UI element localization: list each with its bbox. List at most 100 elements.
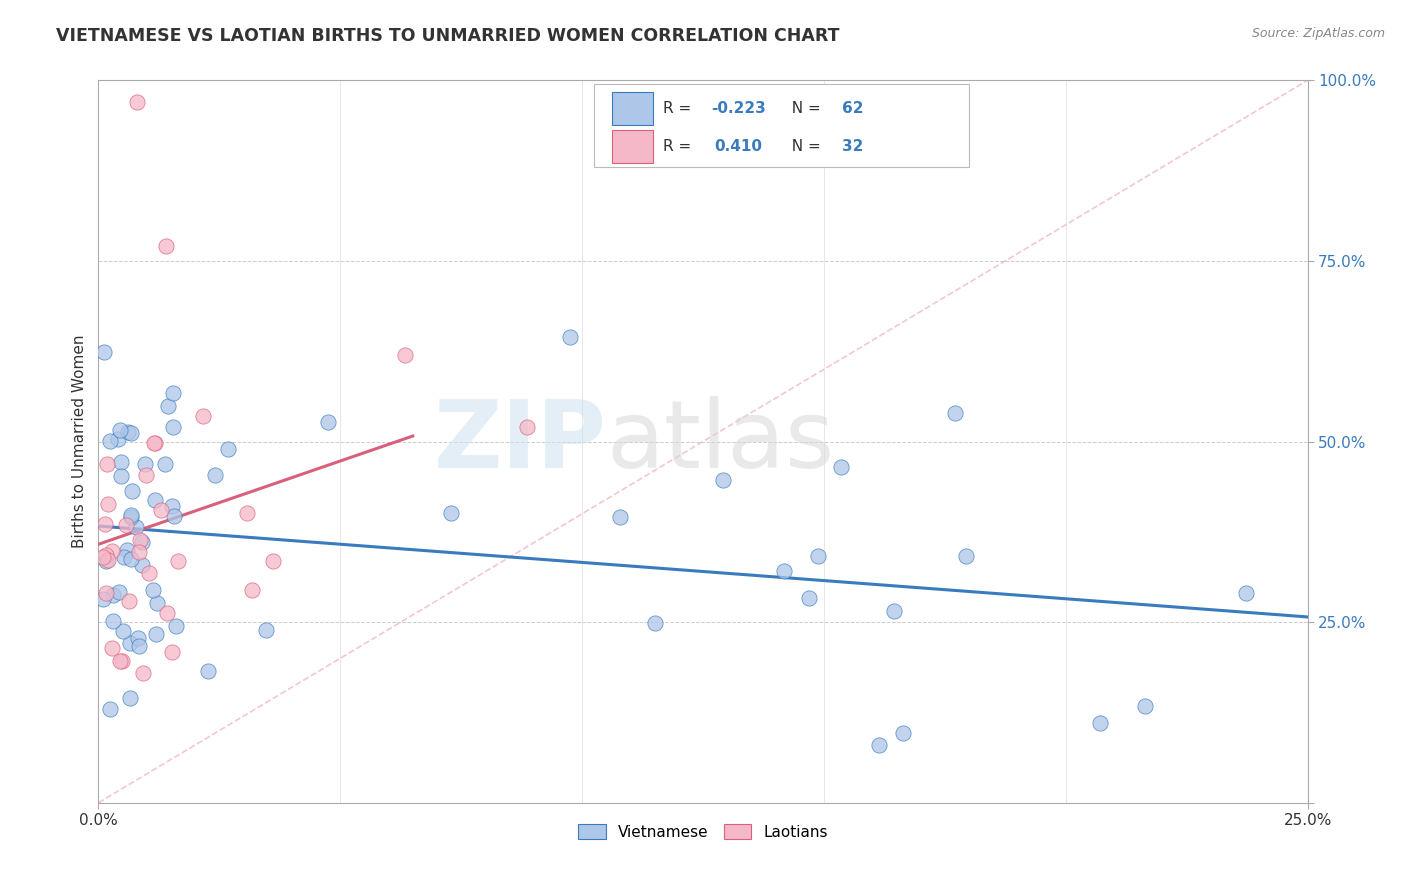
Point <box>1088 715 1111 730</box>
Point <box>160 500 183 514</box>
Point <box>128 639 150 653</box>
Point <box>94 554 117 568</box>
Point <box>91 550 114 565</box>
Point <box>193 409 215 423</box>
Point <box>91 592 114 607</box>
Point <box>110 468 132 483</box>
Point <box>131 558 153 573</box>
Point <box>94 586 117 600</box>
Point <box>120 508 142 523</box>
Point <box>236 507 259 521</box>
Point <box>955 549 977 563</box>
Point <box>118 593 141 607</box>
Point <box>128 533 150 548</box>
Point <box>117 425 139 439</box>
Text: R =: R = <box>664 139 702 154</box>
Point <box>111 654 134 668</box>
Point <box>807 549 830 563</box>
Point <box>127 95 149 109</box>
Text: 0.410: 0.410 <box>714 139 762 154</box>
Point <box>162 385 184 400</box>
Text: ZIP: ZIP <box>433 395 606 488</box>
Point <box>516 420 538 434</box>
Point <box>142 436 165 450</box>
Point <box>128 545 150 559</box>
Point <box>155 239 177 253</box>
Point <box>93 345 115 359</box>
Point <box>167 554 190 568</box>
Point <box>440 506 463 520</box>
Text: N =: N = <box>782 102 825 116</box>
Point <box>98 434 121 449</box>
Point <box>893 726 915 740</box>
FancyBboxPatch shape <box>613 92 654 126</box>
Point <box>103 588 125 602</box>
Point <box>97 553 120 567</box>
Point <box>96 457 118 471</box>
FancyBboxPatch shape <box>595 84 969 167</box>
Point <box>162 420 184 434</box>
Point <box>609 509 631 524</box>
Point <box>114 549 136 564</box>
Text: R =: R = <box>664 102 696 116</box>
Point <box>883 604 905 618</box>
Point <box>713 473 735 487</box>
Point <box>132 665 155 680</box>
Point <box>93 517 115 532</box>
Y-axis label: Births to Unmarried Women: Births to Unmarried Women <box>72 334 87 549</box>
Point <box>162 645 184 659</box>
Point <box>118 690 141 705</box>
Point <box>98 702 121 716</box>
Point <box>217 442 239 456</box>
Point <box>394 348 416 362</box>
Point <box>96 548 118 562</box>
Point <box>156 606 179 620</box>
Point <box>110 455 132 469</box>
Point <box>143 436 166 450</box>
Point <box>156 399 179 413</box>
Point <box>316 415 339 429</box>
Point <box>107 584 129 599</box>
Point <box>127 631 149 645</box>
Text: VIETNAMESE VS LAOTIAN BIRTHS TO UNMARRIED WOMEN CORRELATION CHART: VIETNAMESE VS LAOTIAN BIRTHS TO UNMARRIE… <box>56 27 839 45</box>
Point <box>146 596 169 610</box>
Point <box>108 654 131 668</box>
Point <box>560 329 582 343</box>
Point <box>1133 698 1156 713</box>
Point <box>101 641 124 656</box>
Point <box>108 423 131 437</box>
Point <box>142 582 165 597</box>
Point <box>254 623 277 637</box>
Point <box>103 614 125 628</box>
Point <box>131 534 153 549</box>
Point <box>143 492 166 507</box>
Text: N =: N = <box>782 139 825 154</box>
Point <box>155 457 177 471</box>
Point <box>107 433 129 447</box>
Point <box>644 616 666 631</box>
Point <box>120 509 142 524</box>
Text: 32: 32 <box>842 139 863 154</box>
Point <box>830 460 852 475</box>
Point <box>799 591 821 606</box>
Point <box>125 520 148 534</box>
Point <box>120 551 142 566</box>
Point <box>97 497 120 511</box>
Point <box>943 406 966 420</box>
Point <box>773 564 796 578</box>
Point <box>115 517 138 532</box>
Point <box>134 457 156 471</box>
Point <box>145 627 167 641</box>
Text: 62: 62 <box>842 102 863 116</box>
Point <box>101 543 124 558</box>
Point <box>1234 586 1257 600</box>
Text: Source: ZipAtlas.com: Source: ZipAtlas.com <box>1251 27 1385 40</box>
Point <box>121 483 143 498</box>
Point <box>120 635 142 649</box>
Point <box>163 509 186 524</box>
Point <box>138 566 160 580</box>
Point <box>111 624 134 639</box>
Point <box>120 426 142 441</box>
Point <box>197 664 219 678</box>
Point <box>135 467 157 482</box>
